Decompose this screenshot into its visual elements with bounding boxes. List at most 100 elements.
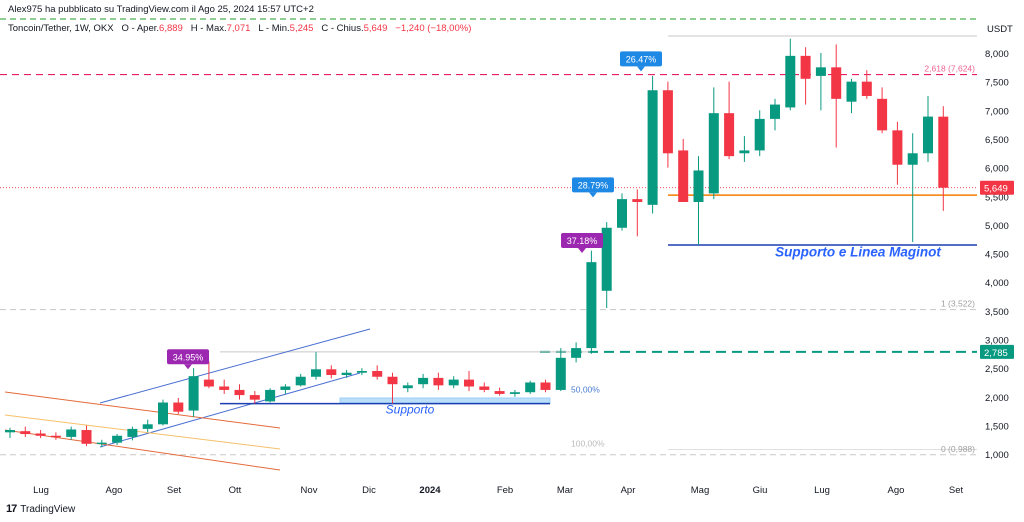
x-tick-label: Set: [167, 485, 182, 496]
footer: 17 TradingView: [6, 503, 75, 515]
support-zone-box: [339, 397, 551, 404]
candle-body: [402, 385, 413, 389]
candle-body: [219, 386, 230, 390]
x-tick-label: Lug: [814, 485, 830, 496]
ohlc-close-label: C - Chius.: [321, 23, 364, 34]
candle-body: [356, 371, 367, 373]
y-tick-label: 3,500: [985, 307, 1009, 318]
candle-body: [479, 386, 490, 390]
candle-body: [815, 67, 826, 76]
candle-body: [785, 55, 796, 108]
percent-flag-pointer: [578, 247, 586, 253]
percent-flag-pointer: [637, 66, 645, 72]
candle-body: [142, 424, 153, 429]
candle-body: [20, 431, 31, 435]
ohlc-open-label: O - Aper.: [121, 23, 160, 34]
y-tick-label: 3,000: [985, 336, 1009, 347]
candle-body: [540, 382, 551, 390]
fib-level-label: 0 (0,988): [941, 444, 975, 454]
candle-body: [188, 376, 199, 411]
candle-body: [326, 369, 337, 376]
candle-body: [754, 118, 765, 151]
published-line: Alex975 ha pubblicato su TradingView.com…: [8, 4, 314, 15]
x-tick-label: Mar: [557, 485, 573, 496]
candle-body: [662, 90, 673, 154]
y-unit-label: USDT: [987, 24, 1013, 35]
candle-body: [66, 429, 77, 437]
price-label-text: 5,649: [984, 184, 1008, 195]
change-value: −1,240 (−18,00%): [395, 23, 472, 34]
ohlc-high-value: 7,071: [226, 23, 251, 34]
y-tick-label: 5,000: [985, 221, 1009, 232]
candle-body: [280, 386, 291, 390]
candle-body: [846, 81, 857, 102]
candle-body: [249, 395, 260, 400]
candle-body: [739, 150, 750, 154]
x-tick-label: Feb: [497, 485, 513, 496]
y-tick-label: 1,000: [985, 450, 1009, 461]
y-tick-label: 6,500: [985, 135, 1009, 146]
descending-line-1: [4, 391, 281, 429]
candle-body: [678, 150, 689, 202]
x-tick-label: Giu: [753, 485, 768, 496]
percent-flag-pointer: [184, 364, 192, 370]
candle-body: [494, 391, 505, 394]
ohlc-low-label: L - Min.: [258, 23, 290, 34]
candle-body: [509, 392, 520, 394]
candle-body: [448, 379, 459, 386]
candle-body: [831, 67, 842, 99]
candle-body: [464, 379, 474, 387]
candle-body: [311, 369, 321, 377]
candle-body: [418, 377, 429, 385]
candle-body: [800, 55, 811, 79]
candle-body: [525, 382, 536, 393]
candle-body: [708, 113, 719, 194]
candle-body: [647, 90, 658, 205]
candle-body: [158, 402, 168, 425]
y-tick-label: 4,000: [985, 278, 1009, 289]
ohlc-high-label: H - Max.: [190, 23, 227, 34]
x-tick-label: Mag: [691, 485, 709, 496]
candle-body: [555, 357, 566, 390]
x-tick-label: Lug: [33, 485, 49, 496]
candle-body: [693, 170, 704, 202]
percent-flag-text: 26.47%: [626, 54, 657, 64]
descending-line-3: [4, 429, 281, 471]
candle-body: [724, 113, 735, 157]
ohlc-low-value: 5,245: [289, 23, 314, 34]
x-tick-label: Ott: [229, 485, 242, 496]
candle-body: [372, 371, 383, 377]
support-label: Supporto: [386, 402, 435, 416]
lower-channel-line: [99, 372, 361, 448]
candle-body: [923, 116, 933, 154]
x-tick-label: 2024: [419, 485, 441, 496]
candle-body: [234, 389, 245, 396]
fib-level-label: 2,618 (7,624): [924, 64, 975, 74]
candle-body: [586, 262, 597, 349]
percent-flag-box: [561, 232, 603, 248]
x-tick-label: Dic: [362, 485, 376, 496]
percent-flag-box: [572, 177, 614, 193]
x-tick-label: Set: [949, 485, 964, 496]
percent-flag-pointer: [589, 192, 597, 198]
y-tick-label: 1,500: [985, 421, 1009, 432]
candle-body: [601, 227, 612, 291]
price-label-box: [980, 344, 1014, 359]
candle-body: [341, 372, 352, 376]
y-tick-label: 2,000: [985, 393, 1009, 404]
y-tick-label: 7,000: [985, 106, 1009, 117]
upper-channel-line: [99, 328, 371, 404]
candle-body: [265, 389, 276, 402]
symbol-name: Toncoin/Tether, 1W, OKX: [8, 23, 114, 34]
percent-flag-text: 28.79%: [578, 180, 609, 190]
candle-body: [50, 435, 61, 438]
candle-body: [387, 376, 398, 385]
x-tick-label: Ago: [106, 485, 123, 496]
candle-body: [295, 376, 306, 386]
y-tick-label: 6,000: [985, 164, 1009, 175]
fib-level-label: 100,00%: [571, 439, 605, 449]
tradingview-wordmark: TradingView: [20, 503, 76, 515]
price-label-text: 2,785: [984, 348, 1008, 359]
candle-body: [632, 199, 643, 202]
